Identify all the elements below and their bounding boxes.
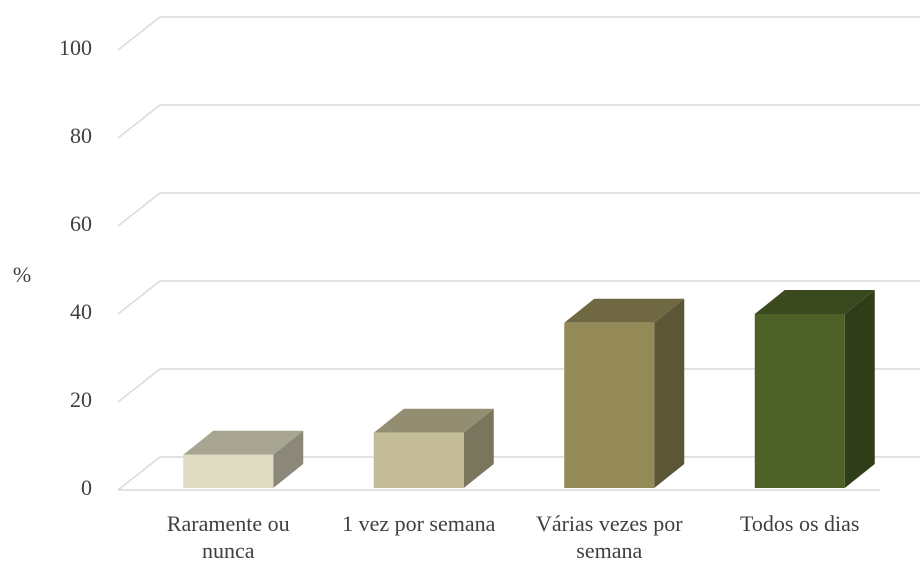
grid-line [117, 280, 920, 315]
bar [373, 432, 464, 488]
x-tick-label: Raramente ou nunca [166, 511, 290, 563]
bar-side [463, 408, 494, 488]
bar [564, 322, 655, 488]
bar-top [183, 430, 304, 455]
bar-top [564, 298, 685, 323]
bar-side [273, 430, 304, 488]
bar-top [373, 408, 494, 433]
grid-line [117, 104, 920, 139]
x-tick-label: Todos os dias [740, 511, 860, 536]
y-tick-label: 80 [70, 123, 92, 148]
bar [183, 454, 274, 488]
y-tick-label: 100 [59, 35, 92, 60]
bar [754, 314, 845, 488]
grid-line [117, 16, 920, 51]
grid-line [117, 192, 920, 227]
y-tick-label: 60 [70, 211, 92, 236]
x-tick-label: 1 vez por semana [342, 511, 496, 536]
y-tick-label: 20 [70, 387, 92, 412]
y-axis-label: % [13, 262, 31, 287]
x-tick-label: Várias vezes por semana [535, 511, 683, 563]
bar-side [654, 298, 685, 488]
y-tick-label: 0 [81, 475, 92, 500]
bar-top [754, 290, 875, 314]
bar-side [844, 290, 875, 488]
y-tick-label: 40 [70, 299, 92, 324]
